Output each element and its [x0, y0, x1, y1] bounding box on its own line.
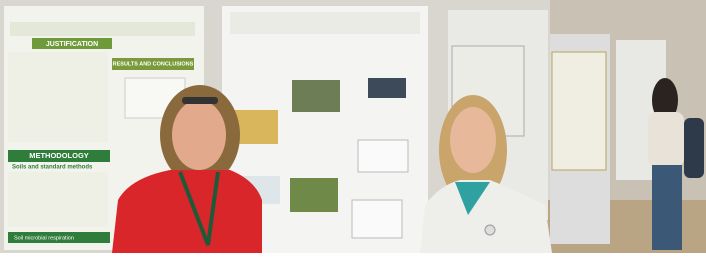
- badge: [485, 225, 495, 235]
- photo-scene: JUSTIFICATION RESULTS AND CONCLUSIONS ME…: [0, 0, 706, 253]
- subheading: Soils and standard methods: [12, 165, 93, 171]
- photo-device: [368, 78, 406, 98]
- poster-title-band: [10, 22, 195, 36]
- poster-title-band: [230, 12, 420, 34]
- bar-chart: [358, 140, 408, 172]
- bar-chart: [352, 200, 402, 238]
- heading: RESULTS AND CONCLUSIONS: [113, 61, 194, 67]
- diagram: [234, 110, 278, 144]
- text-block: [8, 52, 108, 142]
- text-block: [8, 172, 108, 227]
- sunglasses: [182, 97, 218, 104]
- photo-map: [292, 80, 340, 112]
- face: [172, 100, 226, 170]
- poster: [552, 52, 606, 170]
- heading: JUSTIFICATION: [46, 41, 98, 48]
- subheading: Soil microbial respiration: [14, 235, 74, 241]
- top: [648, 112, 684, 167]
- jeans: [652, 165, 682, 250]
- heading: METHODOLOGY: [29, 151, 89, 160]
- backpack: [684, 118, 704, 178]
- photo-field: [290, 178, 338, 212]
- face: [450, 107, 496, 173]
